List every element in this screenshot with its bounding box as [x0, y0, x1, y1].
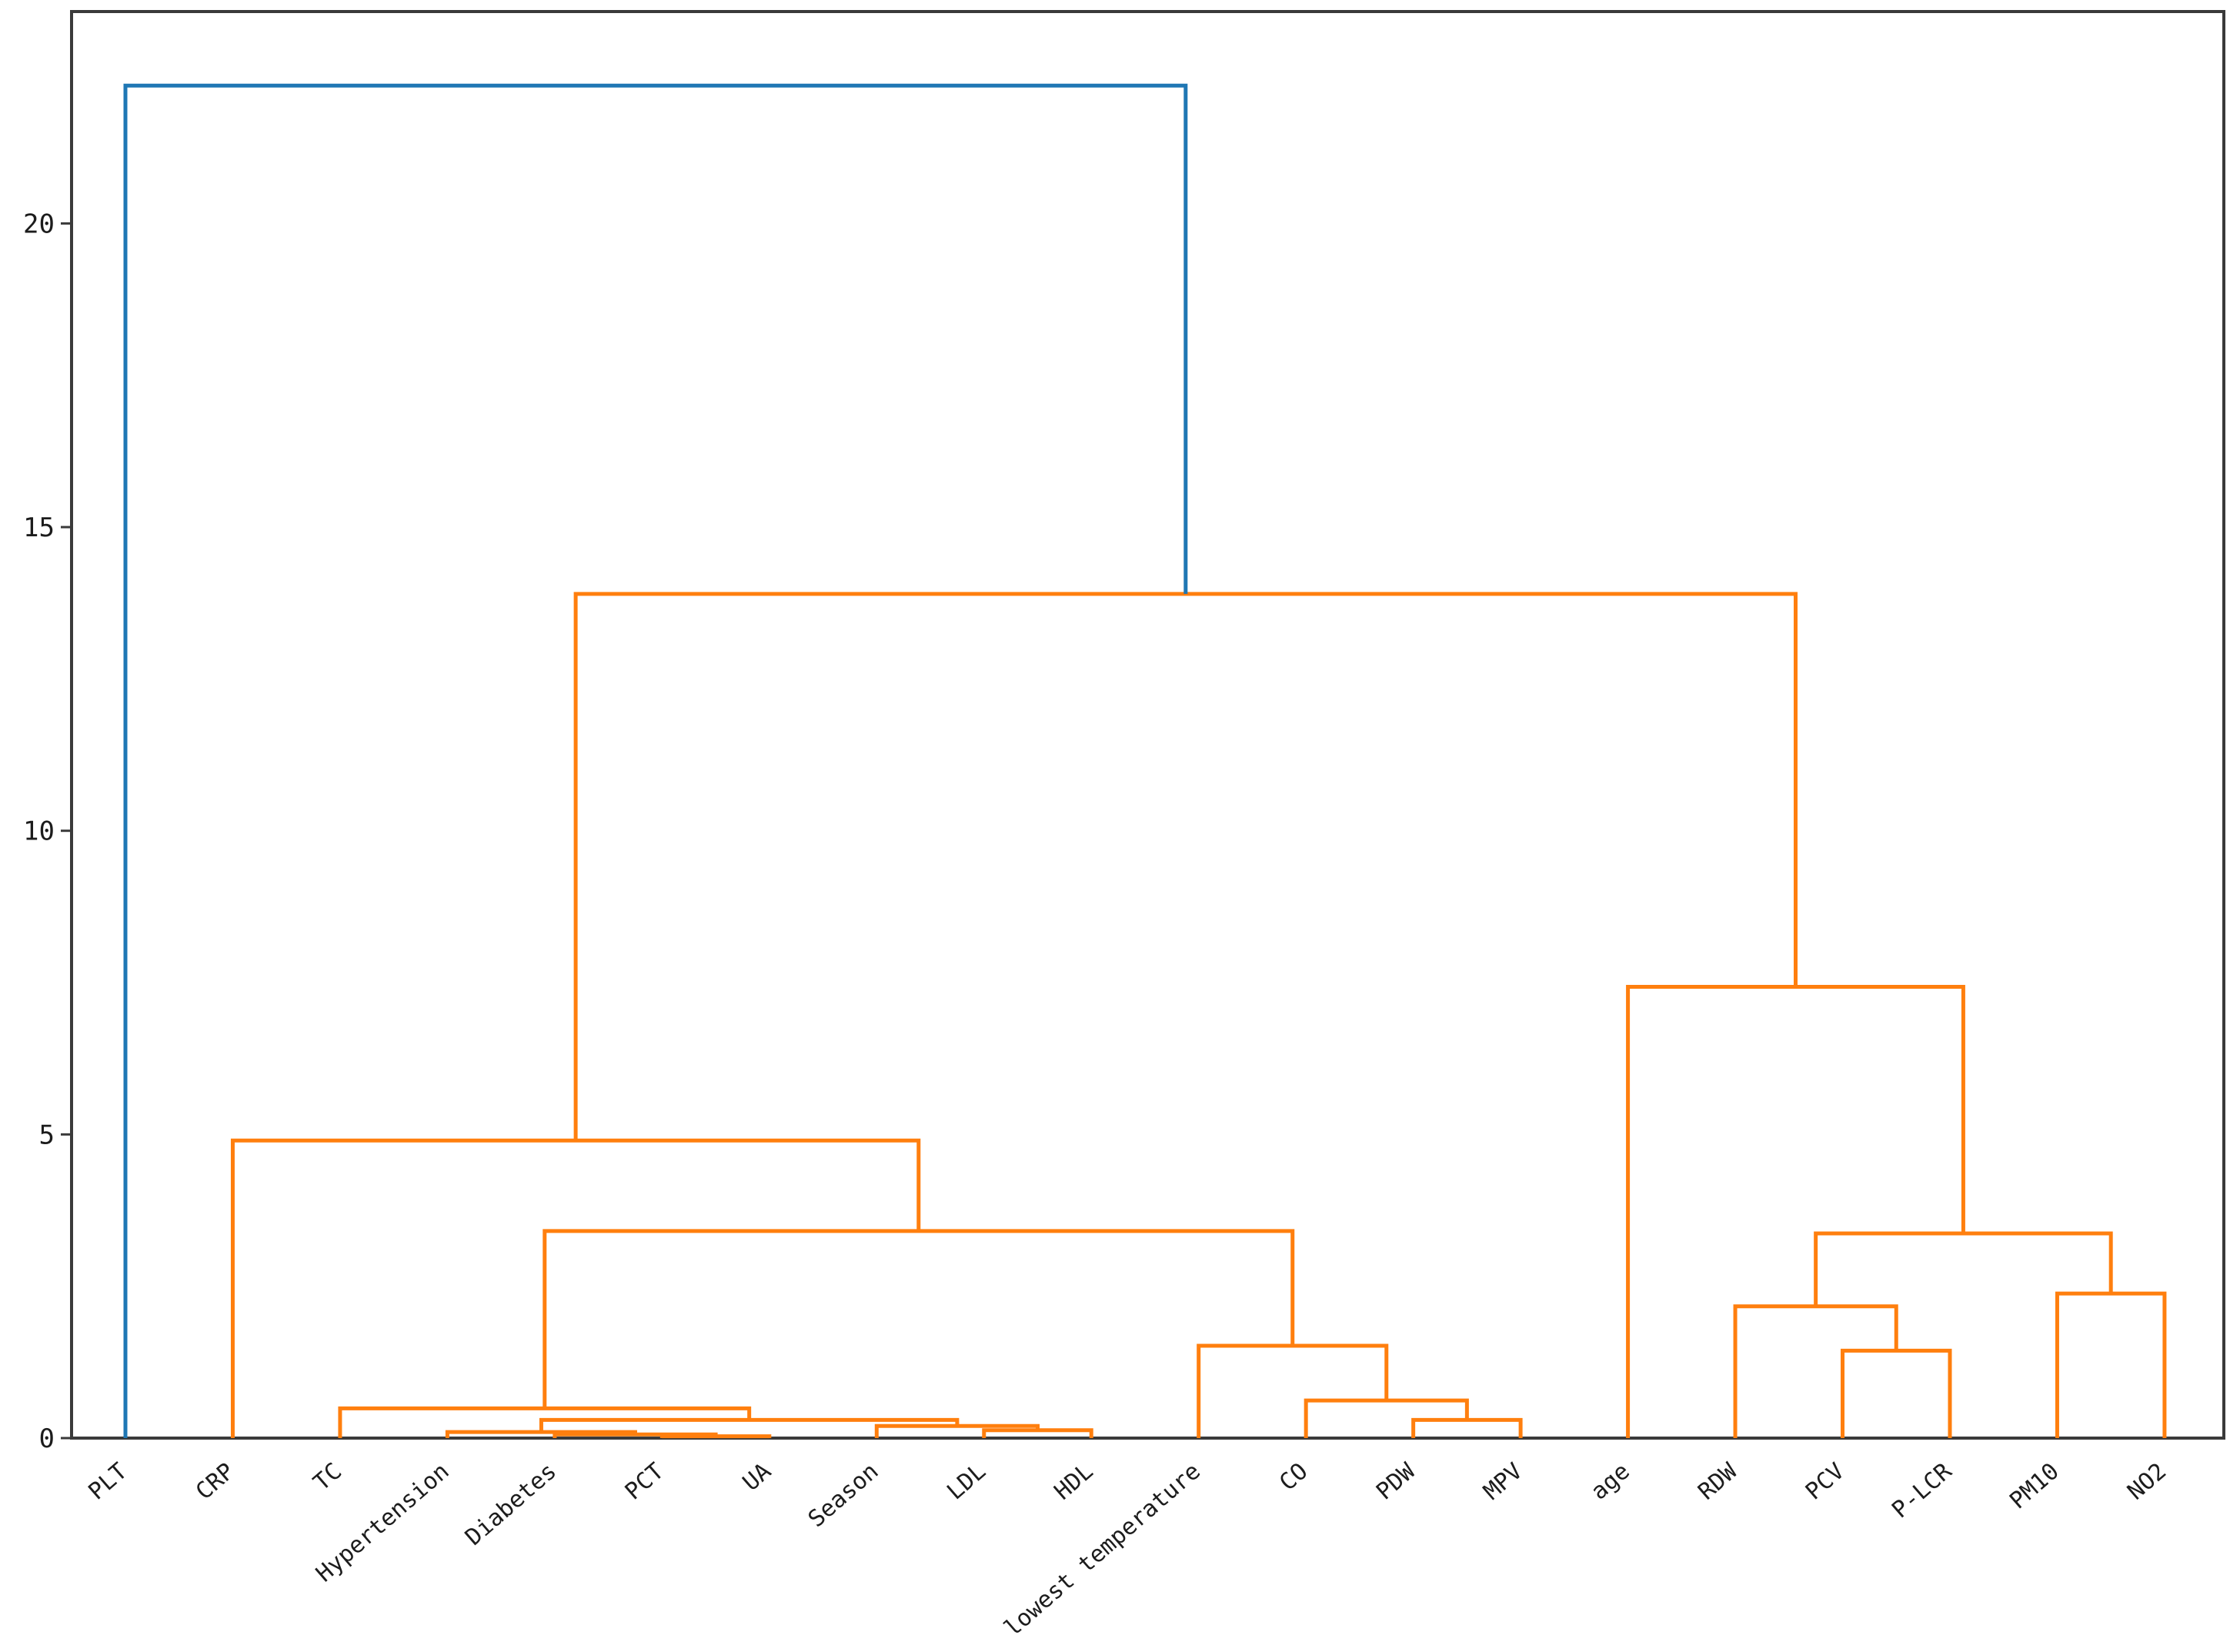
dendrogram-link-orange: [445, 1430, 637, 1438]
leaf-label: UA: [738, 1458, 776, 1497]
leaf-label: lowest temperature: [1000, 1458, 1206, 1643]
leaf-label: Season: [803, 1458, 884, 1534]
leaf-label: P-LCR: [1887, 1457, 1958, 1524]
leaf-label: age: [1586, 1458, 1635, 1506]
leaf-label: LDL: [942, 1458, 991, 1506]
y-tick-label: 0: [39, 1423, 55, 1454]
leaf-label: HDL: [1050, 1458, 1099, 1506]
leaf-label: PM10: [2005, 1458, 2064, 1515]
leaf-label: PLT: [83, 1458, 132, 1506]
y-tick-label: 15: [23, 512, 55, 543]
dendrogram-link-orange: [659, 1434, 772, 1439]
leaf-label: CRP: [191, 1458, 240, 1506]
dendrogram-link-blue: [123, 83, 1188, 1438]
dendrogram-link-orange: [1814, 1231, 2113, 1307]
leaf-label: PDW: [1371, 1457, 1421, 1506]
dendrogram-link-orange: [230, 1138, 921, 1438]
leaf-label: PCT: [620, 1458, 669, 1506]
leaf-label: RDW: [1693, 1457, 1743, 1506]
dendrogram-link-orange: [542, 1229, 1295, 1409]
y-tick-label: 20: [23, 209, 55, 239]
dendrogram-link-orange: [2055, 1291, 2167, 1438]
dendrogram-link-orange: [982, 1428, 1093, 1438]
y-tick-label: 10: [23, 816, 55, 847]
dendrogram-link-orange: [1197, 1343, 1389, 1438]
dendrogram-link-orange: [1411, 1417, 1523, 1438]
dendrogram-link-orange: [1733, 1304, 1898, 1438]
leaf-label: PCV: [1801, 1458, 1850, 1506]
axes-frame: [70, 10, 2225, 1440]
leaf-label: NO2: [2122, 1458, 2172, 1506]
y-tick-label: 5: [39, 1120, 55, 1150]
dendrogram-link-orange: [573, 592, 1798, 1141]
leaf-label: MPV: [1479, 1458, 1528, 1506]
dendrogram-link-orange: [1841, 1348, 1952, 1438]
dendrogram-link-orange: [1626, 985, 1965, 1438]
leaf-label: Diabetes: [460, 1458, 562, 1551]
leaf-label: CO: [1274, 1458, 1313, 1497]
leaf-label: TC: [309, 1458, 347, 1497]
